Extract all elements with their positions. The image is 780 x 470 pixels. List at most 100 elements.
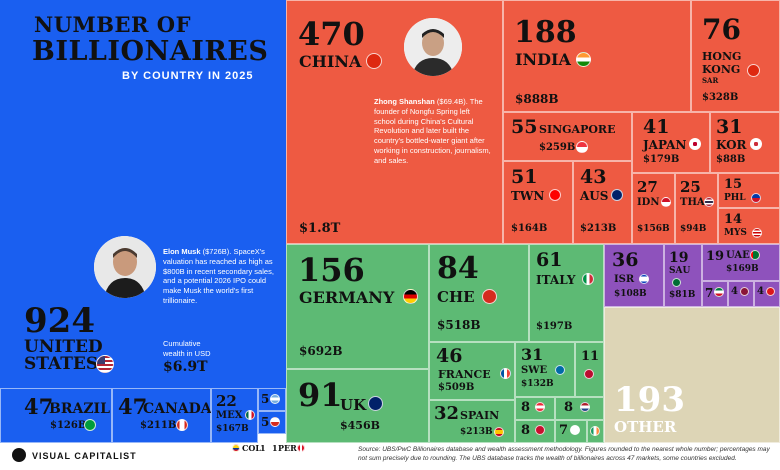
tile-switzerland: [429, 244, 529, 342]
tile-small-europe-11: [575, 342, 604, 397]
tile-philippines: [718, 173, 780, 208]
tile-small-europe-8b: [555, 397, 604, 420]
tile-number: 4: [731, 286, 738, 297]
zhong-portrait: [404, 18, 462, 76]
spain-flag-icon: [494, 427, 504, 437]
tile-wealth: $126B: [50, 420, 87, 431]
tile-country: ISR: [614, 274, 635, 285]
india-flag-icon: [576, 52, 591, 67]
tile-sweden: [515, 342, 575, 397]
zhong-worth: ($69.4B).: [434, 97, 468, 106]
tile-number: 924: [24, 301, 95, 341]
argentina-flag-icon: [270, 394, 280, 404]
tile-wealth: $132B: [521, 379, 554, 389]
tile-number: 7: [705, 286, 714, 300]
canada-flag-icon: [176, 419, 188, 431]
tile-country: FRANCE: [438, 368, 491, 381]
tile-number: 4: [757, 286, 764, 297]
tile-number: 36: [612, 249, 639, 271]
tile-wealth: $81B: [669, 290, 696, 300]
tile-wealth: $164B: [511, 223, 548, 234]
chart-subtitle: BY COUNTRY IN 2025: [122, 70, 254, 82]
tile-uk: [286, 369, 429, 443]
brazil-flag-icon: [84, 419, 96, 431]
tile-number: 91: [298, 376, 343, 414]
tile-country: BRAZIL: [49, 401, 110, 417]
tile-country: UK: [340, 396, 367, 414]
italy-flag-icon: [582, 273, 594, 285]
tile-country: ITALY: [536, 273, 576, 287]
tile-number: 51: [511, 166, 538, 188]
austria-flag-icon: [535, 402, 545, 412]
tile-other: [604, 307, 780, 443]
finland-flag-icon: [570, 425, 580, 435]
tile-number: 15: [724, 177, 743, 192]
tile-country: SPAIN: [460, 409, 500, 422]
tile-country: JAPAN: [643, 138, 687, 152]
taiwan-flag-icon: [549, 189, 561, 201]
tile-number: 8: [521, 400, 531, 415]
tile-country: GERMANY: [299, 288, 395, 307]
thailand-flag-icon: [704, 197, 714, 207]
musk-portrait: [94, 236, 156, 298]
tile-country: TWN: [511, 189, 545, 203]
tile-number: 19: [669, 250, 689, 266]
chart-title-line1: NUMBER OF: [34, 12, 191, 37]
tile-number: 43: [580, 166, 607, 188]
japan-flag-icon: [689, 138, 701, 150]
philippines-flag-icon: [751, 193, 761, 203]
tile-australia: [573, 161, 632, 244]
tile-korea: [710, 112, 780, 173]
tile-number: 156: [298, 251, 365, 289]
tile-number: 47: [118, 394, 148, 419]
tile-number: 188: [514, 15, 577, 50]
tile-wealth: $167B: [216, 424, 249, 434]
kuwait-flag-icon: [714, 287, 724, 297]
tile-country: PER: [278, 443, 297, 453]
denmark-flag-icon: [535, 425, 545, 435]
tile-india: [503, 0, 691, 112]
tile-number: 7: [559, 423, 569, 438]
tile-brazil: [0, 388, 112, 443]
tile-wealth: $692B: [299, 344, 343, 358]
tile-country: UAE: [726, 250, 750, 261]
tile-wealth: $1.8T: [299, 221, 341, 236]
tile-canada: [112, 388, 211, 443]
tile-wealth: $213B: [460, 427, 493, 437]
korea-flag-icon: [750, 138, 762, 150]
netherlands-flag-icon: [580, 402, 590, 412]
tile-peru-stub: 1 PER: [272, 443, 312, 454]
tile-wealth: $179B: [643, 154, 680, 165]
malaysia-flag-icon: [752, 228, 762, 238]
chart-title-line2: BILLIONAIRES: [32, 36, 269, 67]
tile-united-states: [0, 0, 286, 388]
tile-italy: [529, 244, 604, 342]
tile-country: MEX: [216, 410, 243, 421]
tile-indonesia: [632, 173, 675, 244]
tile-taiwan: [503, 161, 573, 244]
tile-number: 1: [272, 443, 278, 453]
tile-malaysia: [718, 208, 780, 244]
tile-wealth: $6.9T: [163, 359, 208, 375]
tile-country: HONG: [702, 50, 742, 63]
tile-country: SINGAPORE: [539, 123, 616, 136]
tile-number: 31: [716, 116, 743, 138]
israel-flag-icon: [639, 274, 649, 284]
tile-thailand: [675, 173, 718, 244]
tile-number: 61: [536, 249, 563, 271]
uk-flag-icon: [368, 396, 383, 411]
tile-number: 470: [298, 15, 365, 53]
ireland-flag-icon: [590, 426, 600, 436]
tile-country: MYS: [724, 228, 747, 238]
tile-number: 11: [581, 349, 600, 364]
tile-israel: [604, 244, 664, 307]
tile-wealth: $156B: [637, 224, 670, 234]
indonesia-flag-icon: [661, 197, 671, 207]
hong-kong-flag-icon: [747, 64, 760, 77]
tile-wealth: $518B: [437, 318, 481, 332]
tile-wealth: $509B: [438, 382, 475, 393]
zhong-caption: Zhong Shanshan ($69.4B). The founder of …: [374, 97, 492, 165]
tile-singapore: [503, 112, 632, 161]
tile-wealth: $94B: [680, 224, 707, 234]
